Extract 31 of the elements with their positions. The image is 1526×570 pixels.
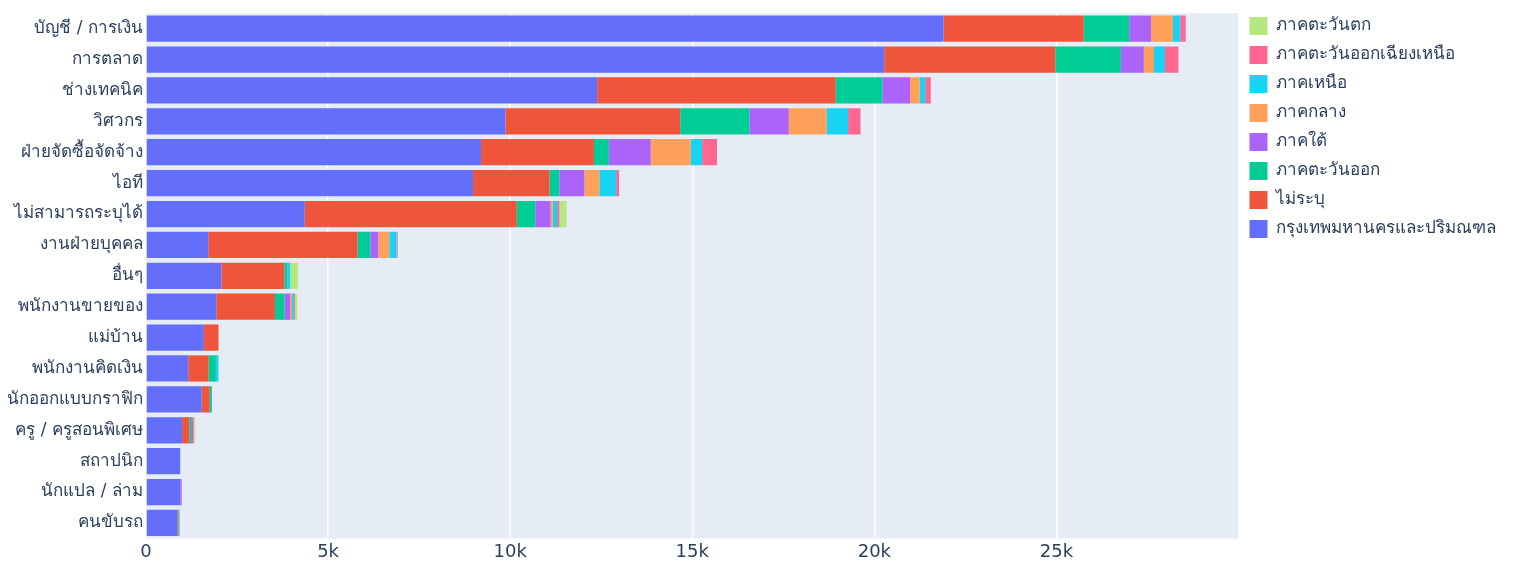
- legend-label: กรุงเทพมหานครและปริมณฑล: [1276, 217, 1496, 239]
- y-tick-label: ช่างเทคนิค: [62, 78, 143, 99]
- legend-label: ภาคเหนือ: [1276, 72, 1347, 93]
- legend-label: ภาคตะวันตก: [1276, 14, 1371, 35]
- y-tick-label: อื่นๆ: [112, 262, 143, 285]
- x-tick-label: 20k: [857, 539, 892, 561]
- legend-label: ภาคใต้: [1276, 130, 1327, 151]
- y-tick-label: การตลาด: [72, 47, 143, 68]
- y-tick-label: คนขับรถ: [78, 511, 143, 532]
- x-tick-label: 25k: [1039, 539, 1074, 561]
- y-tick-label: นักแปล / ล่าม: [41, 480, 143, 501]
- x-tick-label: 5k: [317, 539, 340, 561]
- y-tick-label: แม่บ้าน: [88, 326, 143, 347]
- x-tick-label: 15k: [675, 539, 710, 561]
- y-tick-label: วิศวกร: [93, 109, 143, 130]
- y-tick-label: พนักงานคิดเงิน: [32, 356, 143, 377]
- y-tick-label: บัญชี / การเงิน: [34, 17, 143, 38]
- legend-label: ภาคกลาง: [1276, 101, 1346, 122]
- y-tick-label: ครู / ครูสอนพิเศษ: [15, 418, 143, 440]
- y-tick-label: ฝ่ายจัดซื้อจัดจ้าง: [21, 138, 143, 161]
- x-tick-label: 10k: [493, 539, 528, 561]
- x-tick-label: 0: [140, 539, 152, 561]
- y-tick-label: ไอที: [111, 171, 143, 192]
- legend-label: ภาคตะวันออกเฉียงเหนือ: [1276, 43, 1455, 64]
- y-tick-label: สถาปนิก: [80, 449, 143, 470]
- legend-label: ภาคตะวันออก: [1276, 159, 1380, 180]
- y-tick-label: พนักงานขายของ: [18, 295, 143, 316]
- y-tick-label: นักออกแบบกราฟิก: [7, 387, 143, 408]
- legend-label: ไม่ระบุ: [1274, 188, 1325, 210]
- y-tick-label: ไม่สามารถระบุได้: [12, 202, 143, 224]
- y-tick-label: งานฝ่ายบุคคล: [40, 233, 143, 255]
